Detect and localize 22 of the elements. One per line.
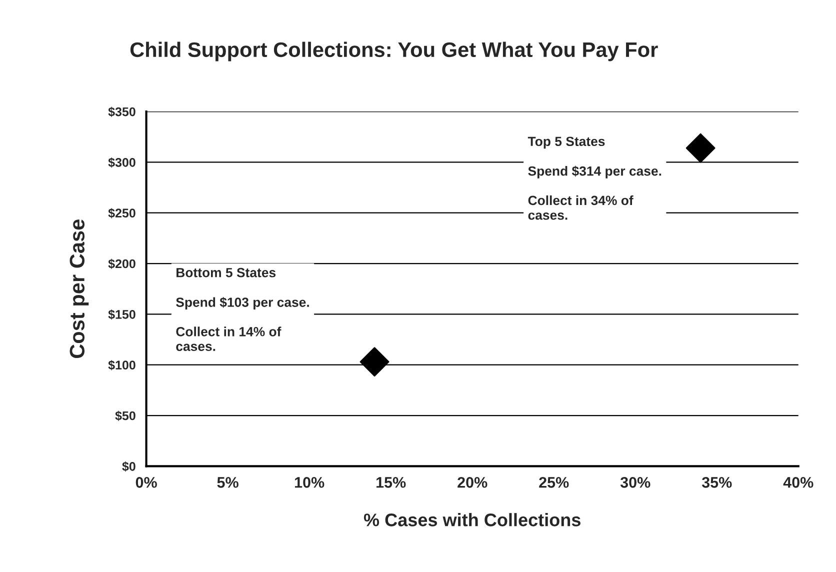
x-tick-label: 15% (376, 477, 406, 488)
text: Top 5 States Spend $314 per case. Collect in 34% of cases. (528, 136, 662, 220)
x-tick-label: 40% (783, 477, 814, 488)
y-axis-title: Cost per Case (70, 220, 89, 358)
x-tick-label: 20% (458, 477, 488, 488)
y-tick-label: $100 (108, 360, 136, 370)
x-tick-label: 5% (217, 477, 238, 488)
y-tick-label: $150 (108, 309, 136, 320)
text: Bottom 5 States Spend $103 per case. Collect in 14% of cases. (176, 268, 309, 352)
chart-title: Child Support Collections: You Get What You Pay For (130, 42, 658, 62)
y-tick-label: $50 (115, 410, 136, 421)
x-tick-label: 10% (294, 477, 324, 488)
y-tick-label: $0 (122, 461, 136, 472)
x-tick-label: 25% (539, 477, 569, 488)
x-tick-label: 35% (702, 477, 732, 488)
y-tick-label: $200 (108, 258, 136, 269)
x-axis-title: % Cases with Collections (364, 513, 580, 526)
x-tick-label: 0% (136, 477, 157, 488)
x-tick-label: 30% (620, 477, 650, 488)
y-tick-label: $350 (108, 106, 136, 117)
y-tick-label: $250 (108, 208, 136, 218)
y-tick-label: $300 (108, 157, 136, 168)
